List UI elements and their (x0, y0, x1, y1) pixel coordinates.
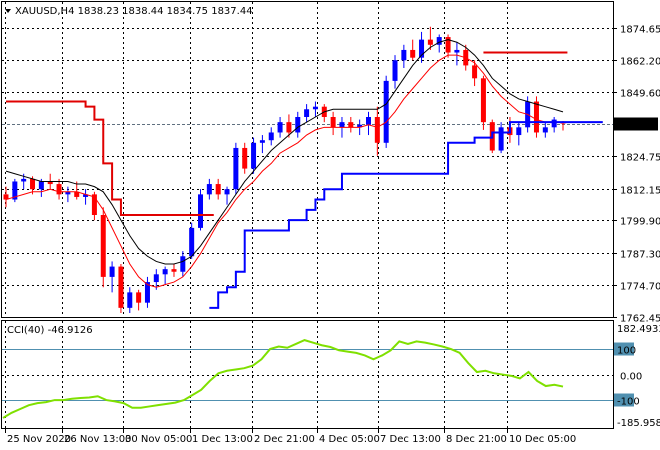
candle-body (144, 282, 150, 303)
candle-body (383, 80, 389, 143)
ma-fast-line (5, 54, 563, 288)
candle-body (445, 37, 451, 53)
symbol-ohlc-text: XAUUSD,H4 1838.23 1838.44 1834.75 1837.4… (15, 6, 253, 17)
candle-body (374, 117, 380, 143)
candle-body (357, 124, 363, 128)
candle-body (3, 194, 9, 200)
candle-body (118, 266, 124, 308)
y-tick-label: 1824.75 (620, 153, 660, 164)
y-tick-label: 1762.45 (620, 314, 660, 325)
candle-body (180, 256, 186, 272)
x-tick-label: 4 Dec 05:00 (319, 434, 380, 445)
candle-body (419, 39, 425, 58)
candle-body (136, 292, 142, 303)
stop-up-line (209, 121, 603, 309)
candle-body (198, 194, 204, 228)
candle-body (21, 178, 27, 182)
stop-down-line (6, 100, 214, 217)
cci-level-tag (614, 393, 634, 407)
dropdown-triangle-icon[interactable] (5, 9, 11, 13)
price-plot (3, 26, 603, 314)
candle-body (224, 189, 230, 195)
x-tick-label: 7 Dec 13:00 (380, 434, 441, 445)
candle-body (533, 101, 539, 133)
x-tick-label: 2 Dec 21:00 (254, 434, 315, 445)
candle-body (472, 65, 478, 79)
candle-body (410, 49, 416, 58)
candle-body (206, 184, 212, 195)
candle-body (30, 178, 36, 190)
candle-body (189, 227, 195, 257)
candle-body (304, 109, 310, 118)
y-tick-label: 1812.15 (620, 186, 660, 197)
candle-body (242, 147, 248, 169)
candle-body (162, 269, 168, 275)
candle-body (74, 191, 80, 197)
candle-body (312, 106, 318, 110)
x-tick-label: 8 Dec 21:00 (446, 434, 507, 445)
candle-body (516, 127, 522, 136)
ma-slow-line (5, 39, 564, 265)
x-tick-label: 1 Dec 13:00 (192, 434, 253, 445)
y-tick-label: 1874.65 (620, 25, 660, 36)
x-tick-label: 26 Nov 13:00 (64, 434, 131, 445)
candle-body (83, 194, 89, 197)
candle-body (277, 122, 283, 133)
candle-body (259, 140, 265, 143)
cci-level-text: -100 (617, 397, 640, 408)
y-tick-label: 1799.90 (620, 217, 660, 228)
y-tick-label: 1862.20 (620, 57, 660, 68)
candle-body (109, 266, 115, 277)
cci-y-tick-label: 182.4933 (617, 324, 660, 335)
candle-body (47, 181, 53, 185)
x-tick-label: 25 Nov 2020 (7, 434, 71, 445)
candle-body (498, 127, 504, 151)
candle-body (551, 119, 557, 128)
candle-body (427, 39, 433, 45)
candle-body (91, 194, 97, 216)
candle-body (330, 117, 336, 128)
cci-y-tick-label: -185.9589 (617, 418, 660, 429)
y-tick-label: 1849.60 (620, 89, 660, 100)
x-tick-label: 30 Nov 05:00 (125, 434, 192, 445)
candle-body (38, 181, 44, 190)
candle-body (480, 78, 486, 123)
candle-body (215, 184, 221, 195)
candle-body (339, 122, 345, 128)
cci-level-tag (614, 342, 634, 356)
candle-body (286, 122, 292, 133)
candle-body (233, 147, 239, 190)
candle-body (392, 60, 398, 81)
symbol-header: XAUUSD,H4 1838.23 1838.44 1834.75 1837.4… (5, 6, 253, 17)
candle-body (295, 117, 301, 133)
candle-body (127, 292, 133, 308)
candle-body (348, 122, 354, 128)
candle-body (251, 142, 257, 169)
candle-body (542, 127, 548, 133)
cci-panel-frame (1, 320, 614, 429)
candle-body (268, 132, 274, 141)
candle-body (401, 49, 407, 61)
cci-plot (2, 339, 564, 419)
cci-line (2, 339, 564, 419)
current-price-tag (614, 117, 658, 131)
candle-body (365, 117, 371, 125)
cci-level-text: 100 (617, 346, 636, 357)
candle-body (100, 215, 106, 277)
candle-body (153, 274, 159, 283)
candle-body (56, 184, 62, 195)
cci-y-tick-label: 0.00 (620, 372, 642, 383)
candle-body (65, 191, 71, 195)
candle-body (12, 181, 18, 200)
candle-body (436, 37, 442, 45)
y-tick-label: 1774.70 (620, 282, 660, 293)
candle-body (454, 49, 460, 53)
current-price-text: 1837.44 (617, 121, 658, 132)
candle-body (171, 269, 177, 272)
x-tick-label: 10 Dec 05:00 (509, 434, 576, 445)
y-tick-label: 1787.30 (620, 250, 660, 261)
cci-indicator-label: CCI(40) -46.9126 (7, 325, 93, 336)
